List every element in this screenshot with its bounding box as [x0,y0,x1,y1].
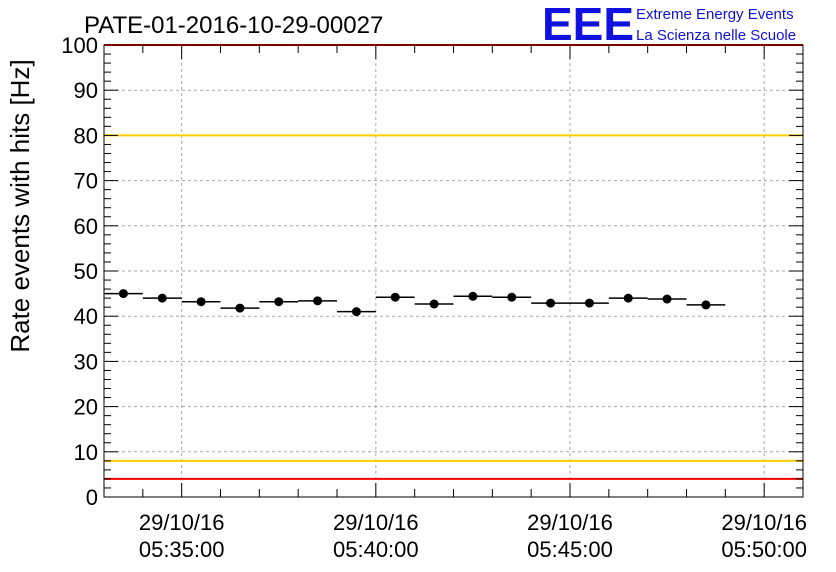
x-tick-label-time: 05:45:00 [527,537,613,562]
data-point [235,303,245,313]
data-point [662,294,672,304]
y-tick-label: 0 [86,485,98,510]
y-tick-label: 90 [74,78,98,103]
data-point [351,307,361,317]
data-points [104,289,726,317]
data-point [429,299,439,309]
data-point [546,298,556,308]
data-point [584,298,594,308]
axis-ticks [103,44,804,498]
x-tick-label-date: 29/10/16 [527,510,613,535]
tick-labels: 010203040506070809010029/10/1605:35:0029… [61,33,807,562]
reference-lines [104,44,803,480]
eee-logo: EEE Extreme Energy Events La Scienza nel… [542,0,796,50]
logo-line-2: La Scienza nelle Scuole [636,27,796,44]
y-axis-title: Rate events with hits [Hz] [5,59,35,352]
y-tick-label: 80 [74,123,98,148]
y-tick-label: 50 [74,259,98,284]
data-point [157,293,167,303]
y-tick-label: 20 [74,395,98,420]
data-point [313,296,323,306]
x-tick-label-date: 29/10/16 [721,510,807,535]
data-point [196,297,206,307]
y-tick-label: 10 [74,440,98,465]
y-tick-label: 30 [74,349,98,374]
x-tick-label-date: 29/10/16 [333,510,419,535]
x-tick-label-date: 29/10/16 [139,510,225,535]
logo-line-1: Extreme Energy Events [636,6,794,23]
data-point [701,300,711,310]
y-tick-label: 60 [74,214,98,239]
data-point [390,292,400,302]
y-tick-label: 70 [74,169,98,194]
y-tick-label: 100 [61,33,98,58]
logo-mark: EEE [542,0,634,50]
data-point [468,291,478,301]
data-point [274,297,284,307]
data-point [118,289,128,299]
x-tick-label-time: 05:40:00 [333,537,419,562]
grid-layer [104,44,803,498]
x-tick-label-time: 05:35:00 [139,537,225,562]
data-point [507,292,517,302]
chart-title: PATE-01-2016-10-29-00027 [84,12,383,39]
data-point [623,293,633,303]
x-tick-label-time: 05:50:00 [721,537,807,562]
y-tick-label: 40 [74,304,98,329]
